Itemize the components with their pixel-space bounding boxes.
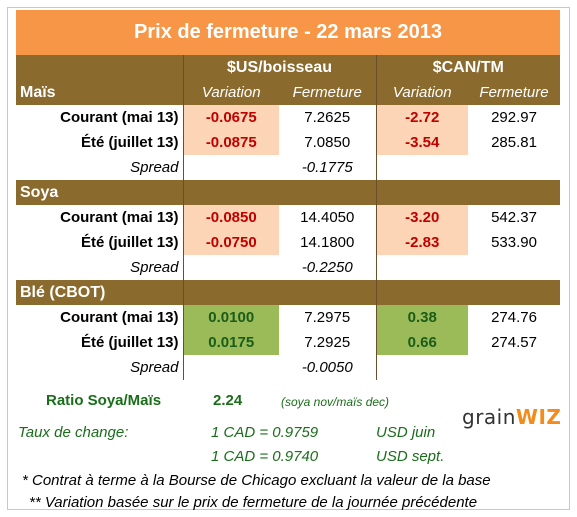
row-label: Été (juillet 13) [16,330,184,355]
usd-variation: -0.0750 [183,230,279,255]
exchange-unit-sept: USD sept. [376,448,445,465]
cad-variation: 0.66 [376,330,468,355]
logo-text-grain: grain [462,405,516,429]
section-label: Blé (CBOT) [16,280,184,305]
fermeture-header: Fermeture [279,80,377,105]
variation-header: Variation [376,80,468,105]
grainwiz-logo: grainWIZ [462,405,561,429]
table-row: Courant (mai 13) -0.0675 7.2625 -2.72 29… [16,105,560,130]
exchange-label: Taux de change: [18,424,129,441]
cad-variation: -3.54 [376,130,468,155]
spread-label: Spread [16,355,184,380]
usd-variation: -0.0675 [183,105,279,130]
spread-row: Spread -0.2250 [16,255,560,280]
spread-label: Spread [16,255,184,280]
price-table: $US/boisseau $CAN/TM Maïs Variation Ferm… [16,55,561,380]
spread-label: Spread [16,155,184,180]
spread-value: -0.1775 [279,155,377,180]
variation-header: Variation [183,80,279,105]
cad-close: 274.57 [491,334,537,351]
cad-close: 542.37 [491,209,537,226]
usd-close: 7.2975 [279,305,377,330]
section-label: Maïs [16,80,184,105]
spread-value: -0.0050 [279,355,377,380]
cad-header: $CAN/TM [376,55,561,80]
table-row: Été (juillet 13) -0.0875 7.0850 -3.54 28… [16,130,560,155]
usd-close: 7.0850 [279,130,377,155]
usd-close: 7.2625 [279,105,377,130]
row-label: Été (juillet 13) [16,130,184,155]
spread-row: Spread -0.1775 [16,155,560,180]
exchange-rate-sept: 1 CAD = 0.9740 [211,448,319,465]
row-label: Courant (mai 13) [16,305,184,330]
exchange-rate-june: 1 CAD = 0.9759 [211,424,319,441]
usd-variation: 0.0100 [183,305,279,330]
usd-close: 14.4050 [279,205,377,230]
table-row: Courant (mai 13) -0.0850 14.4050 -3.20 5… [16,205,560,230]
page-title: Prix de fermeture - 22 mars 2013 [16,10,560,55]
usd-close: 14.1800 [279,230,377,255]
row-label: Été (juillet 13) [16,230,184,255]
cad-variation: -2.72 [376,105,468,130]
currency-header-row: $US/boisseau $CAN/TM [16,55,561,80]
table-row: Été (juillet 13) -0.0750 14.1800 -2.83 5… [16,230,560,255]
logo-text-wiz: WIZ [515,405,562,429]
footnote-1: * Contrat à terme à la Bourse de Chicago… [22,472,491,489]
cad-variation: -3.20 [376,205,468,230]
row-label: Courant (mai 13) [16,205,184,230]
usd-variation: 0.0175 [183,330,279,355]
usd-variation: -0.0850 [183,205,279,230]
ratio-note: (soya nov/maïs dec) [281,395,390,409]
section-label: Soya [16,180,184,205]
cad-variation: -2.83 [376,230,468,255]
cad-variation: 0.38 [376,305,468,330]
ratio-value: 2.24 [213,392,243,409]
usd-header: $US/boisseau [183,55,377,80]
footnote-2: ** Variation basée sur le prix de fermet… [29,494,478,511]
usd-close: 7.2925 [279,330,377,355]
exchange-unit-june: USD juin [376,424,436,441]
cad-close: 533.90 [491,234,537,251]
table-row: Courant (mai 13) 0.0100 7.2975 0.38 274.… [16,305,560,330]
row-label: Courant (mai 13) [16,105,184,130]
section-row-ble: Blé (CBOT) [16,280,561,305]
table-row: Été (juillet 13) 0.0175 7.2925 0.66 274.… [16,330,560,355]
cad-close: 285.81 [491,134,537,151]
fermeture-header: Fermeture [468,80,561,105]
spread-value: -0.2250 [279,255,377,280]
outer-frame [7,7,570,510]
usd-variation: -0.0875 [183,130,279,155]
ratio-label: Ratio Soya/Maïs [46,392,162,409]
section-row-mais: Maïs Variation Fermeture Variation Ferme… [16,80,561,105]
spread-row: Spread -0.0050 [16,355,560,380]
cad-close: 274.76 [491,309,537,326]
section-row-soya: Soya [16,180,561,205]
cad-close: 292.97 [491,109,537,126]
